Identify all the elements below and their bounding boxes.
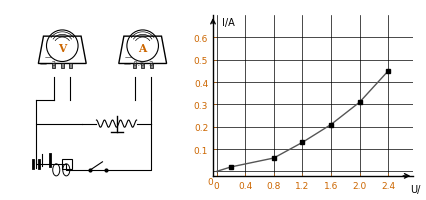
Text: I/A: I/A bbox=[222, 18, 235, 28]
Text: A: A bbox=[138, 43, 147, 54]
Bar bbox=[62, 159, 72, 169]
Text: —: — bbox=[44, 54, 52, 60]
Bar bbox=[61, 64, 63, 68]
Bar bbox=[69, 64, 72, 68]
Text: —  3: — 3 bbox=[40, 61, 56, 67]
Text: — 0.6  3: — 0.6 3 bbox=[124, 61, 153, 67]
Text: 0: 0 bbox=[207, 177, 213, 186]
Text: V: V bbox=[58, 43, 66, 54]
Bar bbox=[52, 64, 55, 68]
Bar bbox=[141, 64, 144, 68]
Text: —: — bbox=[125, 54, 132, 60]
Bar bbox=[133, 64, 135, 68]
Text: U/: U/ bbox=[410, 184, 420, 194]
Bar bbox=[150, 64, 153, 68]
